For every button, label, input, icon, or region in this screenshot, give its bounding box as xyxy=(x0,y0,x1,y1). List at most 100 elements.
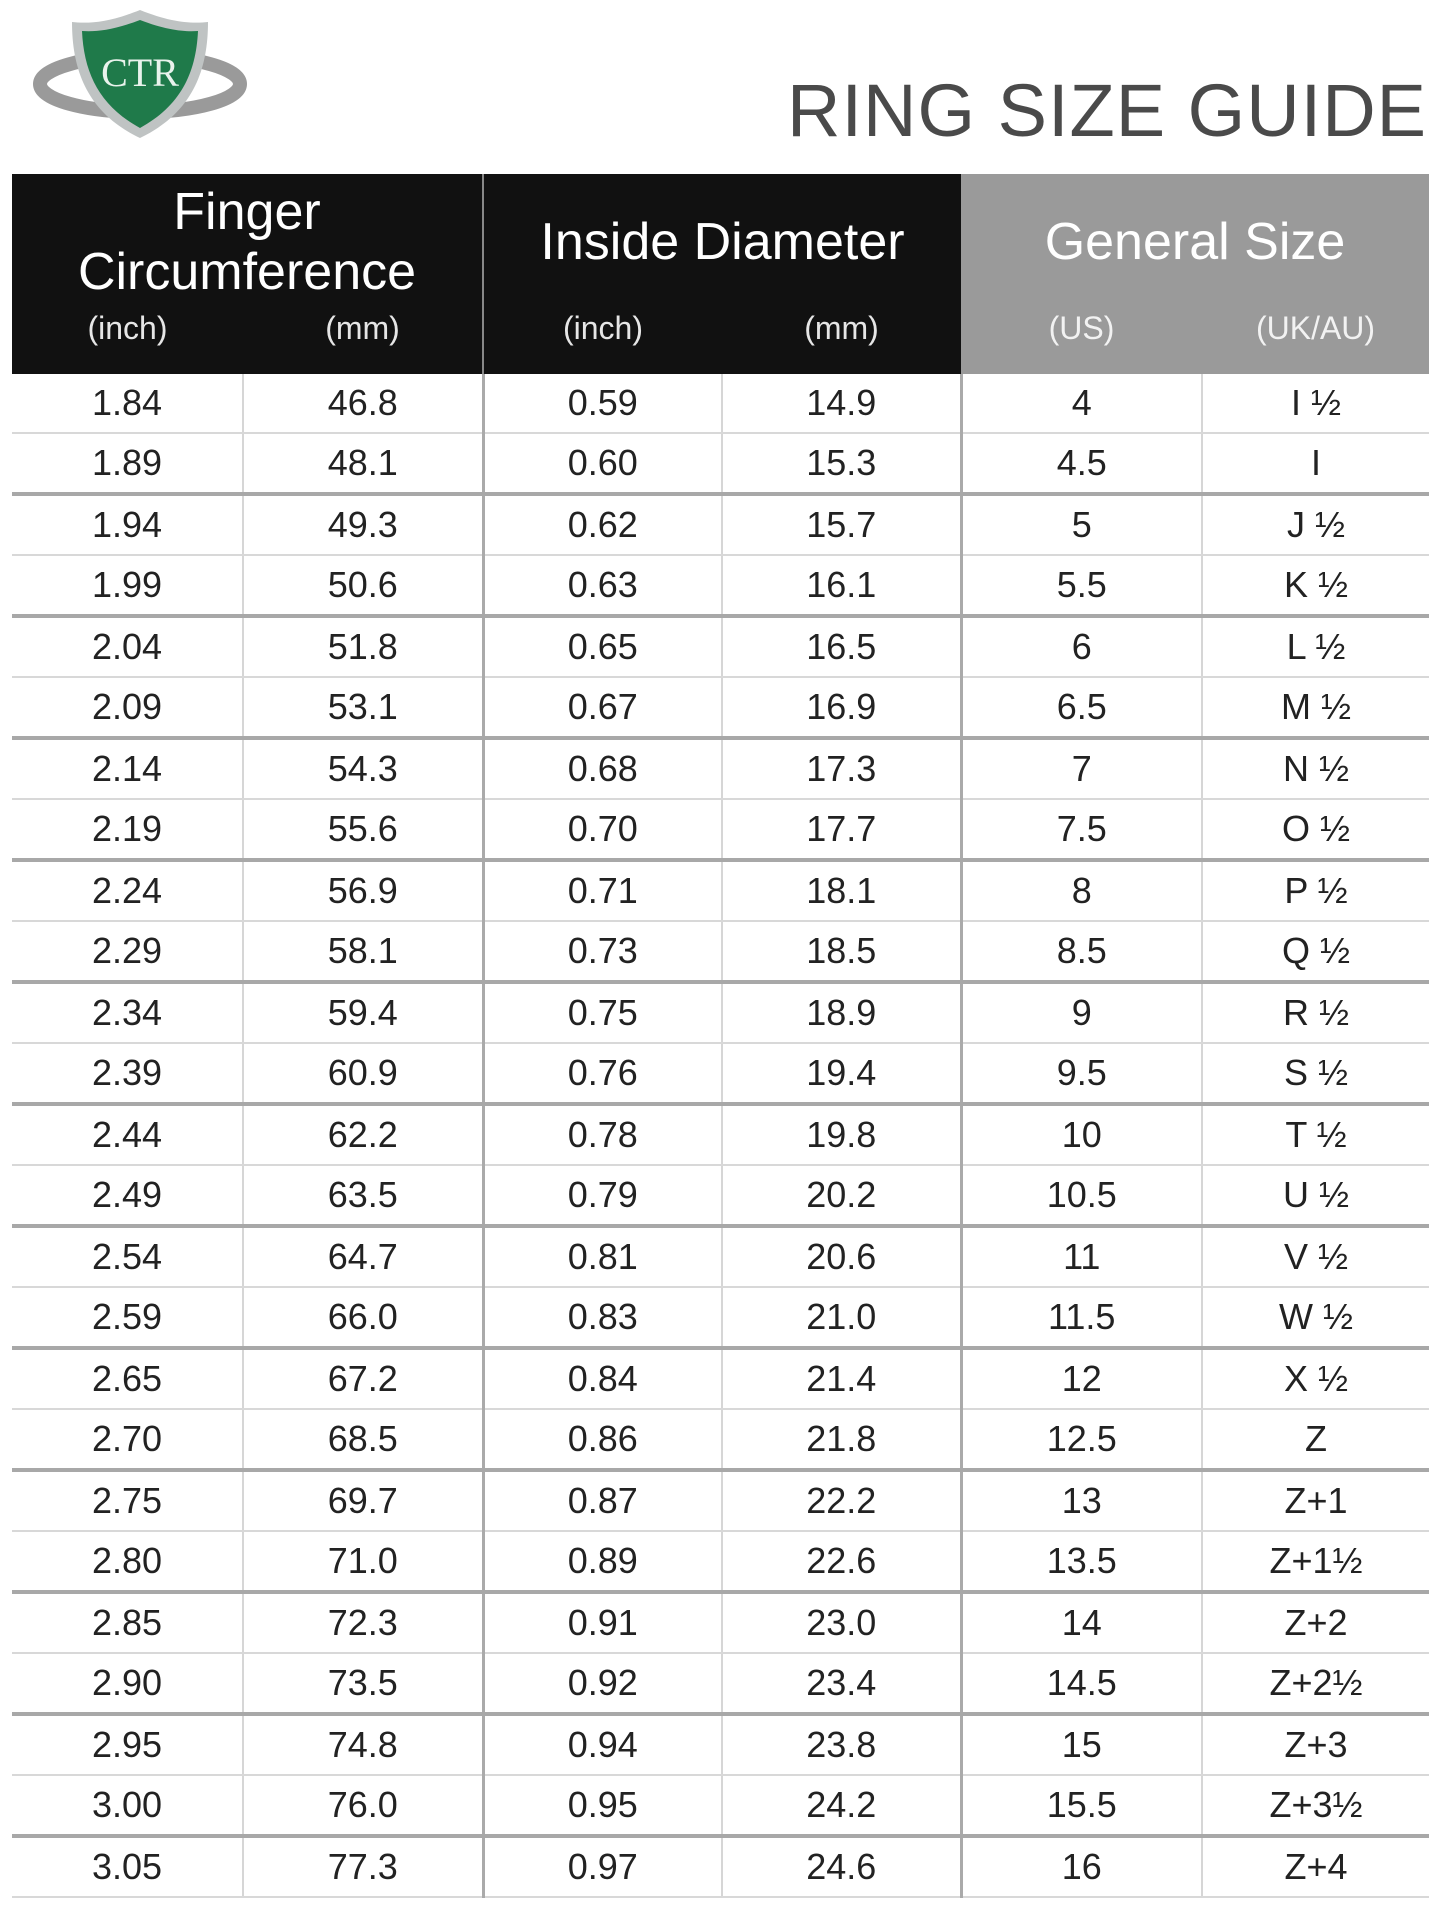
table-cell: 22.6 xyxy=(721,1531,961,1594)
table-cell: 18.1 xyxy=(721,860,961,922)
table-cell: 6.5 xyxy=(959,677,1202,740)
table-cell: 0.76 xyxy=(481,1043,722,1106)
table-cell: 59.4 xyxy=(242,982,483,1044)
table-cell: 2.90 xyxy=(12,1653,243,1716)
table-cell: 4.5 xyxy=(959,433,1202,496)
table-cell: 7 xyxy=(959,738,1202,800)
table-cell: L ½ xyxy=(1200,616,1430,678)
table-cell: 9.5 xyxy=(959,1043,1202,1106)
unit-header: (inch) xyxy=(482,310,722,374)
table-cell: 0.86 xyxy=(481,1409,722,1472)
table-cell: 3.05 xyxy=(12,1836,243,1898)
unit-header: (UK/AU) xyxy=(1202,310,1430,374)
table-row: 2.49 63.5 0.79 20.2 10.5 U ½ xyxy=(12,1165,1430,1228)
table-row: 3.00 76.0 0.95 24.2 15.5 Z+3½ xyxy=(12,1775,1430,1838)
title: RING SIZE GUIDE xyxy=(787,69,1427,152)
table-row: 2.29 58.1 0.73 18.5 8.5 Q ½ xyxy=(12,921,1430,984)
table-cell: 71.0 xyxy=(242,1531,483,1594)
table-cell: Z+1½ xyxy=(1200,1531,1430,1594)
table-cell: 8 xyxy=(959,860,1202,922)
table-row: 2.04 51.8 0.65 16.5 6 L ½ xyxy=(12,616,1430,678)
table-cell: 2.85 xyxy=(12,1592,243,1654)
table-cell: 15.3 xyxy=(721,433,961,496)
table-row: 2.09 53.1 0.67 16.9 6.5 M ½ xyxy=(12,677,1430,740)
table-row: 1.94 49.3 0.62 15.7 5 J ½ xyxy=(12,494,1430,556)
table-body: 1.84 46.8 0.59 14.9 4 I ½ 1.89 48.1 0.60 15.3 4.5 I… xyxy=(12,374,1430,1898)
table-cell: 0.70 xyxy=(481,799,722,862)
table-cell: 0.91 xyxy=(481,1592,722,1654)
table-cell: P ½ xyxy=(1200,860,1430,922)
table-cell: W ½ xyxy=(1200,1287,1430,1350)
group-header: Inside Diameter xyxy=(482,174,961,310)
table-cell: 2.54 xyxy=(12,1226,243,1288)
table-cell: 0.92 xyxy=(481,1653,722,1716)
table-cell: Z+3½ xyxy=(1200,1775,1430,1838)
table-cell: 21.8 xyxy=(721,1409,961,1472)
table-cell: Z+2½ xyxy=(1200,1653,1430,1716)
table-cell: R ½ xyxy=(1200,982,1430,1044)
table-cell: 63.5 xyxy=(242,1165,483,1228)
table-cell: 69.7 xyxy=(242,1470,483,1532)
table-cell: 0.84 xyxy=(481,1348,722,1410)
table-cell: 2.34 xyxy=(12,982,243,1044)
table-cell: 2.19 xyxy=(12,799,243,862)
group-header: Finger Circumference xyxy=(12,174,483,310)
table-cell: 2.59 xyxy=(12,1287,243,1350)
table-cell: 62.2 xyxy=(242,1104,483,1166)
table-cell: 68.5 xyxy=(242,1409,483,1472)
table-cell: Z+4 xyxy=(1200,1836,1430,1898)
table-cell: T ½ xyxy=(1200,1104,1430,1166)
table-cell: 23.8 xyxy=(721,1714,961,1776)
table-cell: 0.94 xyxy=(481,1714,722,1776)
table-cell: 15.7 xyxy=(721,494,961,556)
table-cell: 0.83 xyxy=(481,1287,722,1350)
table-cell: Z xyxy=(1200,1409,1430,1472)
table-cell: 7.5 xyxy=(959,799,1202,862)
table-cell: 20.2 xyxy=(721,1165,961,1228)
group-title: Inside Diameter xyxy=(540,213,905,271)
table-cell: O ½ xyxy=(1200,799,1430,862)
table-cell: 0.75 xyxy=(481,982,722,1044)
table-cell: 0.87 xyxy=(481,1470,722,1532)
table-cell: V ½ xyxy=(1200,1226,1430,1288)
table-cell: 6 xyxy=(959,616,1202,678)
table-cell: 67.2 xyxy=(242,1348,483,1410)
table-cell: 10 xyxy=(959,1104,1202,1166)
unit-header: (mm) xyxy=(722,310,961,374)
table-cell: 2.29 xyxy=(12,921,243,984)
table-cell: 13.5 xyxy=(959,1531,1202,1594)
table-cell: 49.3 xyxy=(242,494,483,556)
table-cell: 13 xyxy=(959,1470,1202,1532)
table-cell: 24.6 xyxy=(721,1836,961,1898)
logo-text: CTR xyxy=(101,50,179,95)
table-cell: 23.0 xyxy=(721,1592,961,1654)
table-cell: 5.5 xyxy=(959,555,1202,618)
table-cell: 2.09 xyxy=(12,677,243,740)
table-cell: 2.95 xyxy=(12,1714,243,1776)
table-cell: U ½ xyxy=(1200,1165,1430,1228)
table-cell: 15.5 xyxy=(959,1775,1202,1838)
table-row: 2.95 74.8 0.94 23.8 15 Z+3 xyxy=(12,1714,1430,1776)
table-cell: Q ½ xyxy=(1200,921,1430,984)
table-cell: 18.5 xyxy=(721,921,961,984)
table-cell: 11.5 xyxy=(959,1287,1202,1350)
table-cell: Z+2 xyxy=(1200,1592,1430,1654)
table-cell: 20.6 xyxy=(721,1226,961,1288)
table-row: 2.34 59.4 0.75 18.9 9 R ½ xyxy=(12,982,1430,1044)
table-cell: 14.5 xyxy=(959,1653,1202,1716)
table-cell: 53.1 xyxy=(242,677,483,740)
table-row: 2.70 68.5 0.86 21.8 12.5 Z xyxy=(12,1409,1430,1472)
table-row: 2.75 69.7 0.87 22.2 13 Z+1 xyxy=(12,1470,1430,1532)
table-cell: 0.67 xyxy=(481,677,722,740)
table-cell: 16.1 xyxy=(721,555,961,618)
table-cell: 58.1 xyxy=(242,921,483,984)
table-row: 1.84 46.8 0.59 14.9 4 I ½ xyxy=(12,374,1430,434)
unit-header: (inch) xyxy=(12,310,243,374)
table-cell: 2.65 xyxy=(12,1348,243,1410)
table-header: Finger Circumference Inside Diameter Gener… xyxy=(12,174,1430,374)
table-cell: 2.14 xyxy=(12,738,243,800)
table-cell: 2.80 xyxy=(12,1531,243,1594)
group-title: Finger Circumference xyxy=(77,183,417,301)
table-cell: 14 xyxy=(959,1592,1202,1654)
